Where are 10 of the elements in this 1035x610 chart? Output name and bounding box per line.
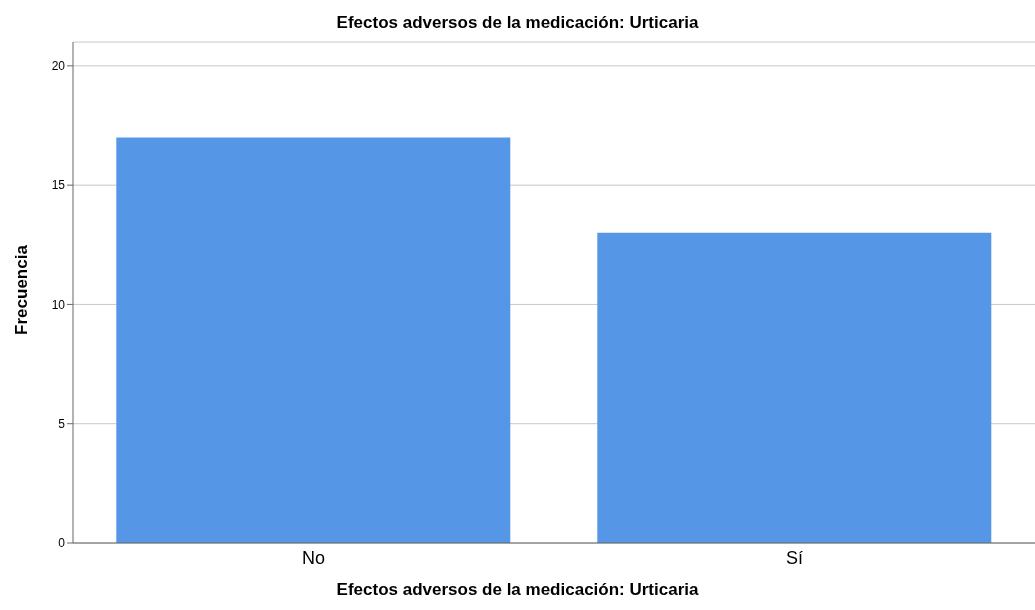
y-tick-label: 5 [58,416,66,431]
x-tick-label: Sí [785,547,804,568]
y-tick-label: 0 [58,536,66,551]
y-tick-label: 15 [51,178,66,193]
y-tick-label: 20 [51,59,66,74]
y-axis-title: Frecuencia [12,245,32,335]
x-tick-label: No [301,547,326,568]
chart-title: Efectos adversos de la medicación: Urticaria [335,13,700,33]
y-tick-label: 10 [51,297,66,312]
x-axis-title: Efectos adversos de la medicación: Urticaria [335,580,700,600]
